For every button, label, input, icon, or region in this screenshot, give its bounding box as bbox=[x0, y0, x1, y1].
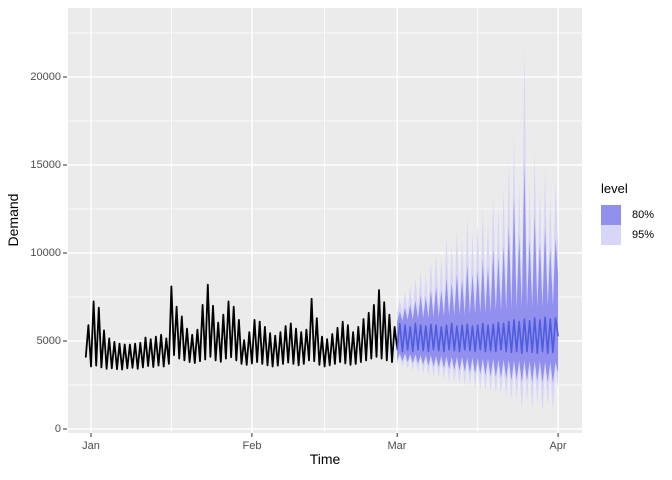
legend-swatch-80-icon bbox=[601, 205, 621, 225]
axis-tick-marks bbox=[63, 76, 559, 437]
data-series-layer bbox=[84, 45, 559, 413]
y-tick-label-10000: 10000 bbox=[30, 247, 61, 259]
x-tick-label-mar: Mar bbox=[387, 440, 407, 452]
x-tick-label-jan: Jan bbox=[82, 440, 100, 452]
x-tick-label-apr: Apr bbox=[549, 440, 567, 452]
legend-swatch-95-icon bbox=[601, 225, 621, 245]
legend-label-80: 80% bbox=[632, 209, 655, 221]
legend-title: level bbox=[601, 181, 628, 196]
y-tick-label-5000: 5000 bbox=[36, 335, 61, 347]
legend-entry-95: 95% bbox=[601, 225, 654, 245]
y-tick-label-20000: 20000 bbox=[30, 71, 61, 83]
y-tick-label-15000: 15000 bbox=[30, 159, 61, 171]
y-axis-title: Demand bbox=[5, 193, 21, 247]
legend: level 80% 95% bbox=[601, 181, 654, 245]
legend-label-95: 95% bbox=[632, 229, 655, 241]
x-tick-label-feb: Feb bbox=[242, 440, 262, 452]
y-tick-label-0: 0 bbox=[54, 423, 61, 435]
x-axis-title: Time bbox=[309, 451, 341, 467]
legend-entry-80: 80% bbox=[601, 205, 654, 225]
